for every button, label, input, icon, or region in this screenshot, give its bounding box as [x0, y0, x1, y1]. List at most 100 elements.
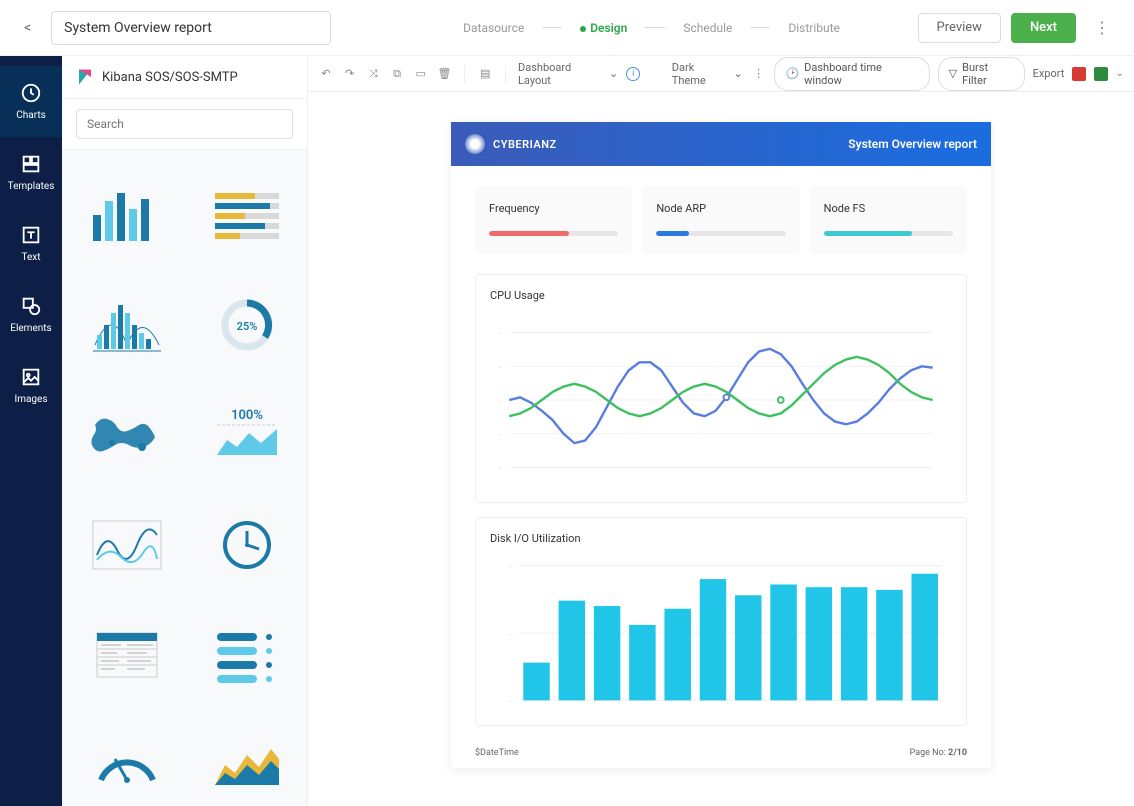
chart-thumbnails: 25% 100% [62, 150, 307, 806]
nav-label: Charts [16, 110, 46, 121]
thumb-line-multi[interactable] [82, 510, 172, 580]
burst-filter-button[interactable]: ▽Burst Filter [938, 57, 1025, 91]
step-separator [645, 27, 665, 28]
nav-rail: Charts Templates Text Elements Images [0, 56, 62, 806]
kpi-bar-fill [489, 231, 569, 236]
svg-text:-: - [509, 563, 511, 571]
align-icon[interactable]: ▤ [477, 66, 493, 82]
nav-label: Text [21, 252, 40, 263]
export-label: Export [1033, 67, 1065, 80]
step-separator [750, 27, 770, 28]
brand-name: CYBERIANZ [493, 138, 557, 151]
image-icon [20, 366, 42, 388]
nav-charts[interactable]: Charts [0, 66, 62, 137]
step-separator [542, 27, 562, 28]
disk-bar-chart: --- [490, 553, 952, 713]
kpi-card[interactable]: Node ARP [642, 186, 799, 254]
nav-images[interactable]: Images [0, 350, 62, 421]
nav-elements[interactable]: Elements [0, 279, 62, 350]
nav-text[interactable]: Text [0, 208, 62, 279]
clock-icon: 🕑 [785, 67, 799, 80]
cpu-line-chart: ----- [490, 310, 952, 490]
thumb-gauge-needle[interactable] [82, 730, 172, 800]
clock-icon [20, 82, 42, 104]
text-icon [20, 224, 42, 246]
copy-icon[interactable]: ⧉ [389, 66, 405, 82]
kpi-card[interactable]: Frequency [475, 186, 632, 254]
thumb-legend-list[interactable] [202, 620, 292, 690]
nav-label: Images [14, 394, 47, 405]
report-footer: $DateTime Page No: 2/10 [451, 740, 991, 768]
more-icon[interactable]: ⋮ [751, 66, 767, 82]
info-icon[interactable]: i [626, 67, 640, 81]
toolbar-separator [464, 65, 465, 83]
thumb-area-stacked[interactable] [202, 730, 292, 800]
layout-select[interactable]: Dashboard Layout ⌄ [518, 61, 618, 87]
step-design[interactable]: Design [580, 21, 627, 35]
thumb-table[interactable] [82, 620, 172, 690]
wizard-steps: Datasource Design Schedule Distribute [463, 21, 840, 35]
thumb-gauge-ring[interactable]: 25% [202, 290, 292, 360]
toolbar-separator [505, 65, 506, 83]
more-menu-icon[interactable]: ⋮ [1086, 14, 1118, 41]
export-xls-icon[interactable] [1094, 67, 1108, 81]
svg-text:-: - [500, 431, 502, 439]
kpi-bar-track [656, 231, 785, 236]
kibana-icon [76, 68, 94, 86]
disk-io-card[interactable]: Disk I/O Utilization --- [475, 517, 967, 726]
preview-button[interactable]: Preview [918, 13, 1001, 43]
brand-logo-icon [465, 134, 485, 154]
redo-icon[interactable]: ↷ [342, 66, 358, 82]
kpi-card[interactable]: Node FS [810, 186, 967, 254]
paste-icon[interactable]: ▭ [413, 66, 429, 82]
kpi-label: Frequency [489, 202, 618, 215]
chart-title: CPU Usage [490, 289, 952, 302]
search-input[interactable] [76, 109, 293, 139]
delete-icon[interactable]: 🗑 [437, 66, 453, 82]
back-button[interactable]: < [16, 16, 39, 40]
cpu-usage-card[interactable]: CPU Usage ----- [475, 274, 967, 503]
thumb-world-map[interactable] [82, 400, 172, 470]
step-distribute[interactable]: Distribute [788, 21, 840, 35]
chevron-down-icon[interactable]: ⌄ [1116, 68, 1124, 79]
filter-icon: ▽ [949, 67, 957, 80]
canvas-area: ↶ ↷ ⤨ ⧉ ▭ 🗑 ▤ Dashboard Layout ⌄ i Dark … [308, 56, 1134, 806]
next-button[interactable]: Next [1011, 13, 1076, 43]
nav-label: Elements [10, 323, 51, 334]
undo-icon[interactable]: ↶ [318, 66, 334, 82]
side-panel: Kibana SOS/SOS-SMTP 25% 100% [62, 56, 308, 806]
chevron-down-icon: ⌄ [609, 67, 618, 80]
template-icon [20, 153, 42, 175]
canvas-toolbar: ↶ ↷ ⤨ ⧉ ▭ 🗑 ▤ Dashboard Layout ⌄ i Dark … [308, 56, 1134, 92]
thumb-area-pct[interactable]: 100% [202, 400, 292, 470]
kpi-label: Node FS [824, 202, 953, 215]
thumb-bar-chart[interactable] [82, 180, 172, 250]
nav-label: Templates [8, 181, 55, 192]
shuffle-icon[interactable]: ⤨ [365, 66, 381, 82]
datasource-name: Kibana SOS/SOS-SMTP [102, 70, 238, 85]
footer-page-label: Page No: [910, 748, 946, 758]
report-title: System Overview report [848, 137, 977, 151]
kpi-bar-track [824, 231, 953, 236]
svg-text:-: - [509, 697, 511, 705]
export-pdf-icon[interactable] [1072, 67, 1086, 81]
nav-templates[interactable]: Templates [0, 137, 62, 208]
report-preview[interactable]: CYBERIANZ System Overview report Frequen… [451, 122, 991, 768]
svg-text:-: - [500, 397, 502, 405]
time-window-button[interactable]: 🕑Dashboard time window [774, 57, 929, 91]
kpi-label: Node ARP [656, 202, 785, 215]
theme-select[interactable]: Dark Theme ⌄ [672, 61, 743, 87]
thumb-clock[interactable] [202, 510, 292, 580]
footer-datetime: $DateTime [475, 748, 519, 758]
thumb-histogram[interactable] [82, 290, 172, 360]
svg-text:-: - [500, 363, 502, 371]
thumb-stacked-bar[interactable] [202, 180, 292, 250]
shapes-icon [20, 295, 42, 317]
step-datasource[interactable]: Datasource [463, 21, 524, 35]
report-title-input[interactable] [51, 11, 331, 45]
chevron-down-icon: ⌄ [733, 67, 742, 80]
step-schedule[interactable]: Schedule [683, 21, 732, 35]
datasource-row[interactable]: Kibana SOS/SOS-SMTP [62, 56, 307, 99]
footer-page-value: 2/10 [948, 748, 967, 758]
svg-text:100%: 100% [231, 408, 263, 423]
